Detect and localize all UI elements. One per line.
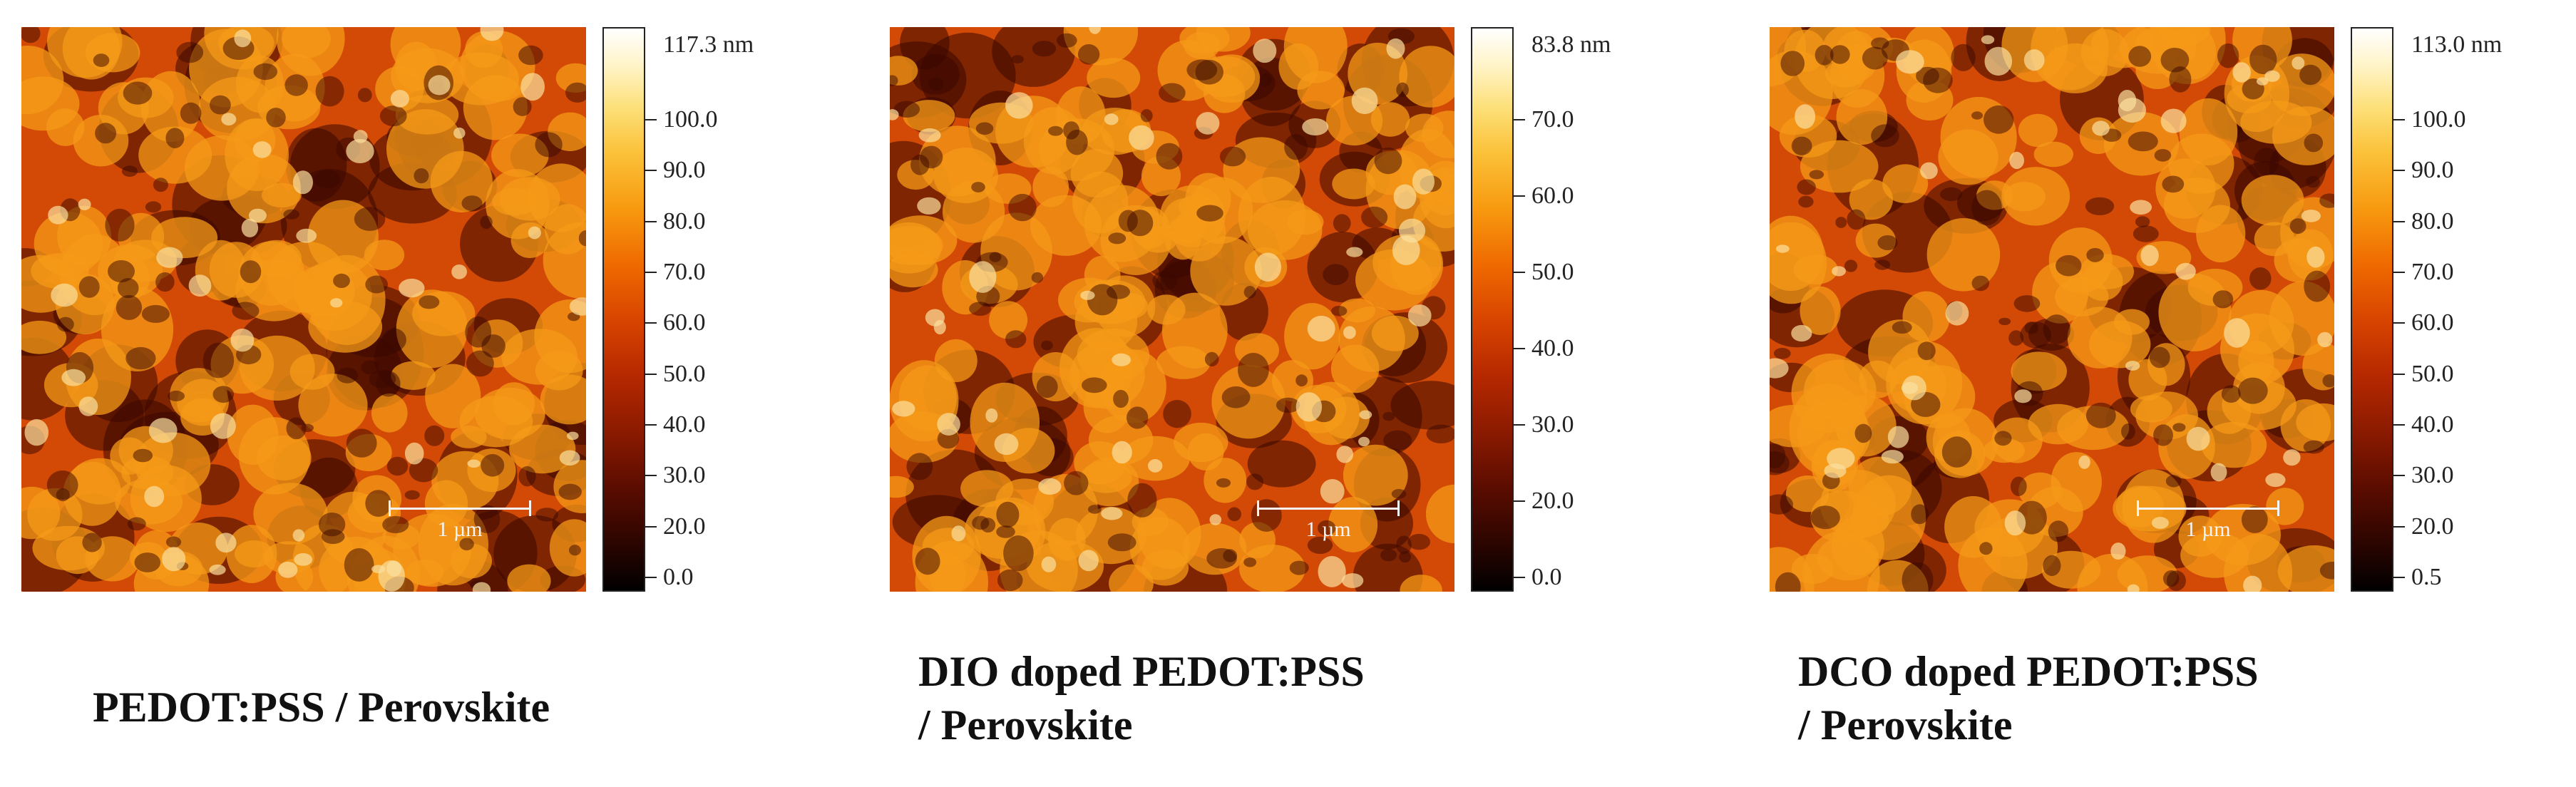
colorbar-tick: [2393, 119, 2405, 120]
colorbar-tick-label: 50.0: [2411, 360, 2454, 387]
colorbar-tick: [1514, 424, 1525, 426]
colorbar-tick: [645, 475, 657, 477]
colorbar-tick-label: 40.0: [1531, 335, 1574, 361]
scale-bar-line: [389, 508, 531, 510]
colorbar-tick-label: 50.0: [663, 360, 706, 387]
scale-bar: 1 µm: [2137, 492, 2279, 542]
colorbar-tick: [645, 424, 657, 426]
colorbar-tick-label: 20.0: [2411, 513, 2454, 540]
colorbar-tick-label: 100.0: [663, 106, 718, 133]
colorbar-tick: [645, 220, 657, 222]
panel-caption: DIO doped PEDOT:PSS / Perovskite: [918, 645, 1365, 752]
scale-bar: 1 µm: [389, 492, 531, 542]
colorbar-tick-label: 60.0: [1531, 182, 1574, 209]
colorbar-tick: [1514, 500, 1525, 502]
colorbar-tick-label: 70.0: [663, 259, 706, 285]
caption-line-2: / Perovskite: [1798, 701, 2013, 749]
colorbar-tick: [645, 577, 657, 578]
colorbar-tick-label: 60.0: [2411, 309, 2454, 336]
colorbar-tick-label: 0.0: [663, 564, 694, 590]
colorbar-tick-label: 20.0: [1531, 488, 1574, 514]
afm-panel-1: 1 µm PEDOT:PSS / Perovskite 117.3 nm 100.…: [0, 0, 841, 787]
afm-texture: [1770, 27, 2334, 592]
afm-height-image: [1770, 27, 2334, 592]
colorbar-tick-label: 60.0: [663, 309, 706, 336]
colorbar-tick: [645, 272, 657, 273]
scale-bar-tick: [1397, 500, 1400, 516]
scale-bar-line: [2137, 508, 2279, 510]
colorbar-tick-label: 30.0: [2411, 462, 2454, 489]
scale-bar-label: 1 µm: [437, 518, 483, 541]
colorbar-tick-label: 50.0: [1531, 259, 1574, 285]
colorbar-tick: [2393, 170, 2405, 172]
colorbar-tick: [2393, 525, 2405, 528]
afm-texture: [21, 27, 586, 592]
colorbar-tick-label: 80.0: [663, 207, 706, 235]
afm-panel-3: 1 µm DCO doped PEDOT:PSS / Perovskite 11…: [1748, 0, 2576, 787]
colorbar-tick: [645, 525, 657, 528]
colorbar-tick: [2393, 475, 2405, 477]
colorbar-tick-label: 30.0: [1531, 411, 1574, 438]
colorbar-tick: [645, 119, 657, 120]
colorbar-tick-label: 20.0: [663, 513, 706, 540]
scale-bar-label: 1 µm: [1305, 518, 1351, 541]
colorbar-tick: [2393, 220, 2405, 222]
colorbar-max-label: 83.8 nm: [1531, 31, 1611, 58]
panel-caption: PEDOT:PSS / Perovskite: [93, 681, 550, 734]
scale-bar-tick: [2277, 500, 2279, 516]
afm-texture: [890, 27, 1454, 592]
caption-line-1: DCO doped PEDOT:PSS: [1798, 648, 2259, 695]
colorbar-tick: [2393, 577, 2405, 578]
colorbar-tick-label: 40.0: [663, 411, 706, 438]
colorbar-max-label: 113.0 nm: [2411, 31, 2503, 58]
afm-height-image: [890, 27, 1454, 592]
panel-caption: DCO doped PEDOT:PSS / Perovskite: [1798, 645, 2259, 752]
caption-line-1: PEDOT:PSS / Perovskite: [93, 684, 550, 731]
colorbar-tick: [1514, 195, 1525, 197]
colorbar-tick: [645, 322, 657, 324]
colorbar-tick: [645, 170, 657, 172]
colorbar-max-label: 117.3 nm: [663, 31, 754, 58]
colorbar-tick: [1514, 119, 1525, 120]
colorbar-tick: [2393, 373, 2405, 375]
colorbar-tick: [2393, 272, 2405, 273]
colorbar-tick-label: 30.0: [663, 462, 706, 489]
colorbar-tick-label: 40.0: [2411, 411, 2454, 438]
colorbar-tick: [645, 373, 657, 375]
colorbar-tick: [1514, 272, 1525, 273]
caption-line-1: DIO doped PEDOT:PSS: [918, 648, 1365, 695]
colorbar-tick-label: 70.0: [1531, 106, 1574, 133]
caption-line-2: / Perovskite: [918, 701, 1133, 749]
afm-panel-2: 1 µm DIO doped PEDOT:PSS / Perovskite 83…: [868, 0, 1710, 787]
scale-bar-line: [1257, 508, 1400, 510]
scale-bar: 1 µm: [1257, 492, 1400, 542]
colorbar-tick-label: 80.0: [2411, 207, 2454, 235]
colorbar-tick: [1514, 348, 1525, 349]
scale-bar-label: 1 µm: [2185, 518, 2231, 541]
colorbar-tick-label: 90.0: [2411, 157, 2454, 184]
height-colorbar: [2351, 27, 2393, 592]
colorbar-tick: [2393, 424, 2405, 426]
afm-height-image: [21, 27, 586, 592]
height-colorbar: [1471, 27, 1514, 592]
colorbar-tick: [2393, 322, 2405, 324]
colorbar-tick-label: 100.0: [2411, 106, 2466, 133]
colorbar-tick-label: 70.0: [2411, 259, 2454, 285]
colorbar-tick-label: 90.0: [663, 157, 706, 184]
colorbar-tick-label: 0.5: [2411, 564, 2442, 590]
colorbar-tick: [1514, 577, 1525, 578]
scale-bar-tick: [529, 500, 531, 516]
colorbar-tick-label: 0.0: [1531, 564, 1562, 590]
height-colorbar: [602, 27, 645, 592]
